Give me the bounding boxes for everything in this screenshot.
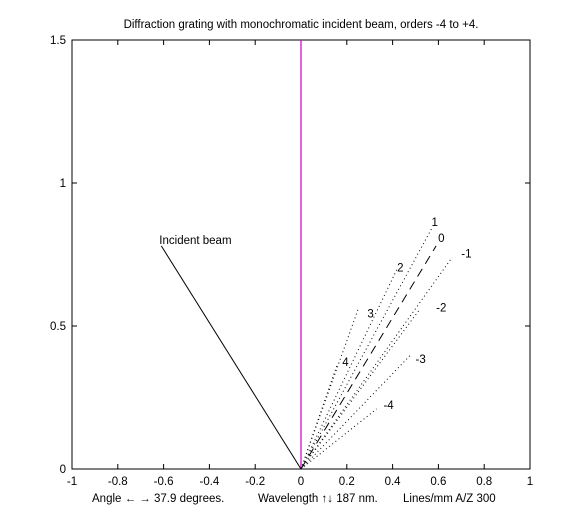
order-line (300, 257, 453, 470)
order-label: -3 (416, 354, 426, 366)
order-line (300, 228, 432, 470)
x-tick-label: -0.4 (199, 476, 219, 488)
y-tick-label: 0.5 (50, 321, 66, 333)
y-tick-label: 1 (60, 178, 66, 190)
x-tick-label: 0.2 (339, 476, 355, 488)
order-label: -1 (461, 248, 471, 260)
order-line (300, 408, 377, 470)
order-label: 4 (342, 357, 349, 369)
incident-beam-label: Incident beam (159, 235, 231, 247)
order-line (300, 354, 412, 470)
status-lines-per-mm: Lines/mm A/Z 300 (403, 493, 496, 505)
y-tick-label: 1.5 (50, 35, 66, 47)
x-tick-label: 0.4 (385, 476, 402, 488)
order-label: 1 (432, 217, 438, 229)
x-tick-label: -1 (67, 476, 77, 488)
x-tick-label: -0.6 (154, 476, 174, 488)
x-tick-label: -0.8 (108, 476, 128, 488)
order-0-label: 0 (438, 233, 444, 245)
x-tick-label: 0 (298, 476, 304, 488)
order-label: -4 (383, 400, 394, 412)
chart-title: Diffraction grating with monochromatic i… (124, 19, 479, 31)
x-tick-label: -0.2 (245, 476, 265, 488)
x-tick-label: 0.8 (476, 476, 492, 488)
x-tick-label: 1 (527, 476, 533, 488)
order-label: 3 (367, 308, 373, 320)
status-wavelength: Wavelength ↑↓ 187 nm. (258, 493, 378, 505)
status-angle: Angle ← → 37.9 degrees. (92, 493, 224, 505)
order-label: -2 (436, 303, 446, 315)
order-label: 2 (397, 263, 403, 275)
x-tick-label: 0.6 (430, 476, 446, 488)
incident-beam-line (160, 245, 302, 470)
chart-marks: Incident beam 01 -1 2 -2 3 -3 4 -4 (159, 40, 472, 470)
y-tick-label: 0 (60, 464, 66, 476)
order-0-line (300, 245, 437, 470)
